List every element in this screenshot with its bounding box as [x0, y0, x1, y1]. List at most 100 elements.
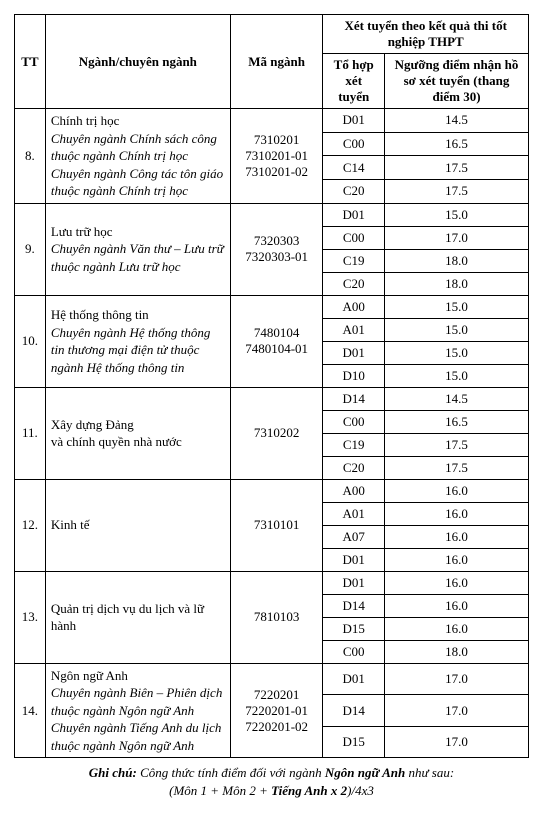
cell-major: Ngôn ngữ AnhChuyên ngành Biên – Phiên dị… — [45, 663, 230, 758]
cell-combo: D01 — [323, 571, 385, 594]
cell-tt: 8. — [15, 109, 46, 204]
code-line: 7810103 — [236, 609, 318, 625]
cell-score: 18.0 — [385, 249, 529, 272]
code-line: 7310202 — [236, 425, 318, 441]
cell-combo: D01 — [323, 109, 385, 133]
cell-combo: A00 — [323, 295, 385, 318]
table-row: 8.Chính trị họcChuyên ngành Chính sách c… — [15, 109, 529, 133]
cell-tt: 12. — [15, 479, 46, 571]
cell-code: 72202017220201-017220201-02 — [230, 663, 323, 758]
cell-score: 17.5 — [385, 180, 529, 204]
table-row: 14.Ngôn ngữ AnhChuyên ngành Biên – Phiên… — [15, 663, 529, 695]
cell-combo: D01 — [323, 663, 385, 695]
major-main: Hệ thống thông tin — [51, 306, 225, 324]
major-main: Ngôn ngữ Anh — [51, 667, 225, 685]
cell-combo: C19 — [323, 433, 385, 456]
cell-combo: D01 — [323, 203, 385, 226]
major-main: Quản trị dịch vụ du lịch và lữ hành — [51, 600, 225, 635]
major-main: Xây dựng Đảng và chính quyền nhà nước — [51, 416, 225, 451]
cell-tt: 9. — [15, 203, 46, 295]
cell-score: 14.5 — [385, 109, 529, 133]
major-main: Kinh tế — [51, 516, 225, 534]
cell-score: 17.0 — [385, 695, 529, 727]
code-line: 7220201 — [236, 687, 318, 703]
hdr-ma: Mã ngành — [230, 15, 323, 109]
code-line: 7480104 — [236, 325, 318, 341]
hdr-score: Ngưỡng điểm nhận hồ sơ xét tuyển (thang … — [385, 54, 529, 109]
cell-score: 18.0 — [385, 272, 529, 295]
cell-tt: 13. — [15, 571, 46, 663]
major-main: Lưu trữ học — [51, 223, 225, 241]
cell-score: 16.5 — [385, 132, 529, 156]
footnote: Ghi chú: Công thức tính điểm đối với ngà… — [14, 764, 529, 799]
hdr-tt: TT — [15, 15, 46, 109]
table-row: 12.Kinh tế7310101A0016.0 — [15, 479, 529, 502]
code-line: 7320303 — [236, 233, 318, 249]
cell-score: 17.0 — [385, 226, 529, 249]
cell-major: Xây dựng Đảng và chính quyền nhà nước — [45, 387, 230, 479]
cell-code: 74801047480104-01 — [230, 295, 323, 387]
code-line: 7480104-01 — [236, 341, 318, 357]
cell-combo: A01 — [323, 318, 385, 341]
cell-combo: D14 — [323, 594, 385, 617]
cell-combo: C20 — [323, 456, 385, 479]
cell-major: Chính trị họcChuyên ngành Chính sách côn… — [45, 109, 230, 204]
cell-combo: D01 — [323, 341, 385, 364]
cell-major: Kinh tế — [45, 479, 230, 571]
cell-score: 17.5 — [385, 156, 529, 180]
cell-combo: A01 — [323, 502, 385, 525]
footnote-line2b: )/4x3 — [347, 783, 374, 798]
hdr-nganh: Ngành/chuyên ngành — [45, 15, 230, 109]
cell-score: 15.0 — [385, 341, 529, 364]
footnote-lead: Ghi chú: — [89, 765, 137, 780]
cell-combo: D15 — [323, 726, 385, 758]
code-line: 7310201 — [236, 132, 318, 148]
cell-combo: C20 — [323, 272, 385, 295]
cell-score: 18.0 — [385, 640, 529, 663]
cell-combo: A00 — [323, 479, 385, 502]
cell-score: 17.0 — [385, 663, 529, 695]
cell-code: 7310202 — [230, 387, 323, 479]
footnote-line1a: Công thức tính điểm đối với ngành — [137, 765, 325, 780]
cell-tt: 10. — [15, 295, 46, 387]
code-line: 7310101 — [236, 517, 318, 533]
table-row: 13.Quản trị dịch vụ du lịch và lữ hành78… — [15, 571, 529, 594]
cell-combo: C00 — [323, 410, 385, 433]
footnote-bold2: Tiếng Anh x 2 — [271, 783, 347, 798]
code-line: 7310201-01 — [236, 148, 318, 164]
cell-score: 15.0 — [385, 318, 529, 341]
cell-tt: 14. — [15, 663, 46, 758]
cell-combo: D01 — [323, 548, 385, 571]
footnote-line2a: (Môn 1 + Môn 2 + — [169, 783, 271, 798]
cell-score: 16.0 — [385, 525, 529, 548]
cell-score: 16.0 — [385, 571, 529, 594]
major-main: Chính trị học — [51, 112, 225, 130]
cell-combo: D14 — [323, 695, 385, 727]
code-line: 7310201-02 — [236, 164, 318, 180]
cell-combo: C00 — [323, 132, 385, 156]
cell-score: 16.0 — [385, 594, 529, 617]
cell-code: 73102017310201-017310201-02 — [230, 109, 323, 204]
hdr-group: Xét tuyển theo kết quả thi tốt nghiệp TH… — [323, 15, 529, 54]
cell-code: 7310101 — [230, 479, 323, 571]
major-sub: Chuyên ngành Hệ thống thông tin thương m… — [51, 324, 225, 377]
major-sub: Chuyên ngành Công tác tôn giáo thuộc ngà… — [51, 165, 225, 200]
cell-combo: D10 — [323, 364, 385, 387]
table-row: 10.Hệ thống thông tinChuyên ngành Hệ thố… — [15, 295, 529, 318]
code-line: 7220201-02 — [236, 719, 318, 735]
cell-score: 14.5 — [385, 387, 529, 410]
cell-combo: A07 — [323, 525, 385, 548]
cell-combo: C00 — [323, 640, 385, 663]
cell-combo: D15 — [323, 617, 385, 640]
code-line: 7220201-01 — [236, 703, 318, 719]
cell-major: Quản trị dịch vụ du lịch và lữ hành — [45, 571, 230, 663]
cell-score: 16.0 — [385, 502, 529, 525]
cell-combo: C19 — [323, 249, 385, 272]
hdr-combo: Tổ hợp xét tuyển — [323, 54, 385, 109]
cell-score: 17.0 — [385, 726, 529, 758]
code-line: 7320303-01 — [236, 249, 318, 265]
major-sub: Chuyên ngành Tiếng Anh du lịch thuộc ngà… — [51, 719, 225, 754]
cell-score: 16.0 — [385, 548, 529, 571]
table-row: 9.Lưu trữ họcChuyên ngành Văn thư – Lưu … — [15, 203, 529, 226]
cell-combo: C00 — [323, 226, 385, 249]
